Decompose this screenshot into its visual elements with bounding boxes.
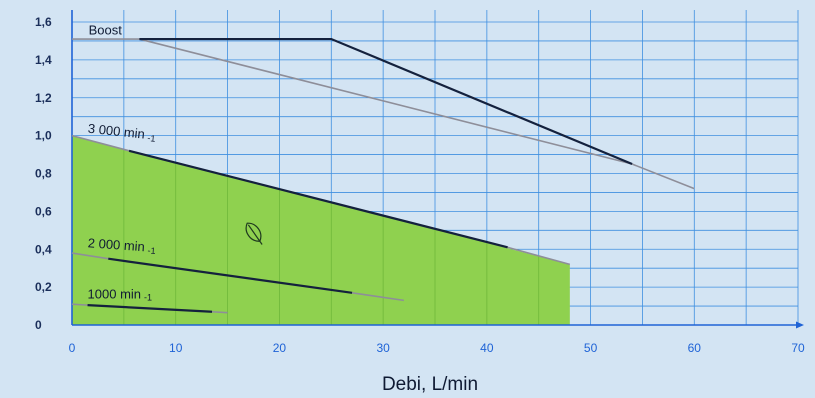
x-tick-label: 10	[169, 341, 183, 355]
y-tick-label: 1,0	[35, 129, 52, 143]
x-tick-label: 30	[376, 341, 390, 355]
x-tick-label: 20	[273, 341, 287, 355]
leaf-icon	[245, 222, 263, 245]
series-label: Boost	[89, 22, 123, 37]
x-axis-arrow	[796, 321, 804, 329]
x-tick-label: 40	[480, 341, 494, 355]
y-tick-label: 1,4	[35, 53, 52, 67]
x-tick-label: 0	[69, 341, 76, 355]
y-tick-label: 1,6	[35, 15, 52, 29]
series-line	[108, 257, 353, 294]
y-tick-label: 0,2	[35, 280, 52, 294]
series-layer	[71, 37, 695, 314]
eco-area	[72, 135, 570, 325]
y-tick-label: 0,6	[35, 204, 52, 218]
series-line	[128, 149, 508, 249]
y-tick-label: 0,4	[35, 242, 52, 256]
series-label: 1000 min -1	[88, 286, 153, 302]
x-tick-label: 60	[688, 341, 702, 355]
series-line	[87, 304, 213, 313]
eco-area-layer	[72, 135, 570, 325]
axes	[71, 10, 804, 329]
series-line	[139, 37, 633, 166]
y-tick-label: 1,2	[35, 91, 52, 105]
x-tick-label: 50	[584, 341, 598, 355]
x-axis-label: Debi, L/min	[382, 374, 478, 395]
series-extension-line	[72, 38, 695, 190]
y-tick-label: 0,8	[35, 167, 52, 181]
series-label: 2 000 min -1	[87, 235, 156, 256]
x-tick-label: 70	[791, 341, 805, 355]
tick-labels: 0 10 20 30 40 50 60 70 0 0,2 0,4 0,6 0,8 1,0 1,2 1,4 1,6	[35, 15, 805, 355]
y-tick-label: 0	[35, 318, 42, 332]
